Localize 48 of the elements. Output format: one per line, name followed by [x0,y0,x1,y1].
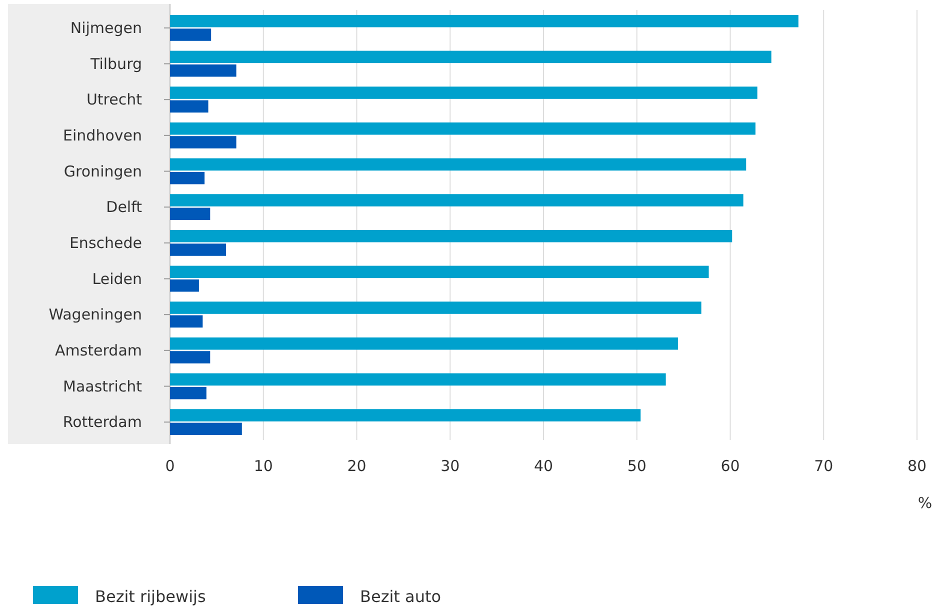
y-tick-label: Amsterdam [54,341,142,360]
bar [170,386,206,400]
bar [170,351,210,364]
y-tick-label: Wageningen [48,306,142,324]
bar [170,208,210,220]
bar [170,14,798,28]
legend-label: Bezit rijbewijs [95,587,206,606]
y-tick-label: Leiden [92,270,142,288]
x-tick-label: 80 [907,457,927,475]
legend-label: Bezit auto [360,587,442,606]
y-tick-label: Rotterdam [62,413,142,432]
x-tick-label: 40 [534,457,554,475]
x-tick-label: 10 [254,457,273,475]
bar [170,122,756,135]
bar [170,230,732,242]
y-tick-label: Tilburg [90,54,142,73]
y-tick-label: Eindhoven [63,126,142,144]
bar [170,64,236,77]
x-tick-label: 0 [165,457,175,475]
y-tick-label: Nijmegen [70,18,142,37]
bar [170,50,772,64]
bar [170,422,242,436]
y-tick-label: Utrecht [86,90,142,109]
bar [170,315,203,328]
bar [170,302,702,314]
x-tick-label: 30 [440,457,460,475]
bar [170,100,208,113]
bar [170,373,666,386]
bar [170,86,758,99]
bar [170,194,744,206]
y-tick-label: Maastricht [63,377,142,396]
x-tick-label: 60 [720,457,740,475]
x-axis-title: % [918,494,932,512]
bar [170,244,226,256]
y-tick-label: Enschede [69,234,142,252]
bar [170,409,641,422]
x-tick-label: 50 [627,457,646,475]
x-tick-label: 70 [814,457,834,475]
x-tick-label: 20 [347,457,366,475]
bar [170,337,678,350]
bar [170,279,199,292]
bar [170,266,709,278]
bar [170,136,236,148]
bar [170,158,746,171]
y-tick-label: Delft [106,198,142,216]
bar [170,28,212,41]
bar [170,172,205,184]
y-tick-label: Groningen [64,162,142,180]
